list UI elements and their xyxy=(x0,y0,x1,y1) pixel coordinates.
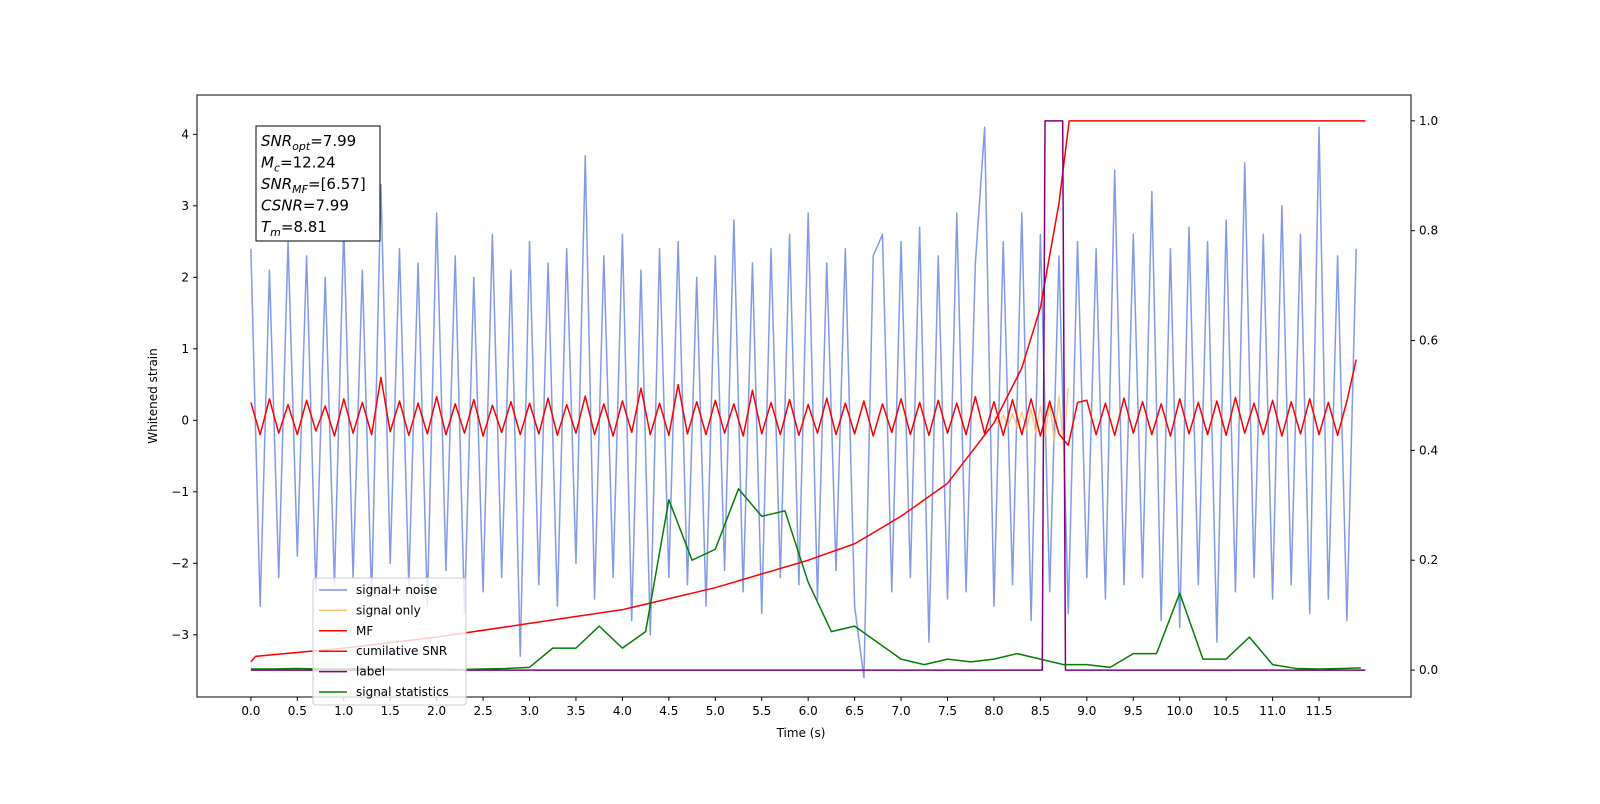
legend-label: signal statistics xyxy=(356,685,449,699)
legend-label: signal+ noise xyxy=(356,583,437,597)
annotation: CSNR=7.99 xyxy=(261,197,349,215)
x-tick-label: 4.0 xyxy=(613,704,632,718)
x-axis-label: Time (s) xyxy=(776,726,826,740)
y-tick-label: −3 xyxy=(171,628,189,642)
x-tick-label: 4.5 xyxy=(659,704,678,718)
legend-box xyxy=(312,577,467,706)
x-tick-label: 8.0 xyxy=(984,704,1003,718)
legend-label: MF xyxy=(356,624,373,638)
y-tick-label: −2 xyxy=(171,556,189,570)
axes-frame xyxy=(196,94,1412,698)
annotation-sub: m xyxy=(270,226,281,239)
annotation-sub: opt xyxy=(292,140,311,153)
y-tick-label: 1 xyxy=(181,342,189,356)
annotation: SNRMF=[6.57] xyxy=(261,175,366,196)
x-tick-label: 10.5 xyxy=(1213,704,1240,718)
annotation-sub: c xyxy=(274,162,280,175)
x-tick-label: 1.5 xyxy=(381,704,400,718)
annotation-rest: =[6.57] xyxy=(308,175,366,193)
annotation-main: CSNR xyxy=(261,197,303,215)
x-tick-label: 11.5 xyxy=(1306,704,1333,718)
x-tick-label: 0.5 xyxy=(288,704,307,718)
x-tick-label: 11.0 xyxy=(1259,704,1286,718)
annotation: Tm=8.81 xyxy=(261,218,327,239)
y2-tick-label: 0.2 xyxy=(1419,553,1438,567)
x-tick-label: 7.5 xyxy=(938,704,957,718)
x-tick-label: 5.5 xyxy=(752,704,771,718)
y-tick-label: −1 xyxy=(171,485,189,499)
y2-tick-label: 0.0 xyxy=(1419,663,1438,677)
series-line xyxy=(250,359,1357,447)
x-tick-label: 6.0 xyxy=(799,704,818,718)
x-tick-label: 3.5 xyxy=(566,704,585,718)
y-tick-label: 3 xyxy=(181,199,189,213)
x-tick-label: 8.5 xyxy=(1031,704,1050,718)
annotation-main: SNR xyxy=(261,175,292,193)
legend-label: cumilative SNR xyxy=(356,644,447,658)
legend-label: signal only xyxy=(356,603,421,617)
annotation-rest: =7.99 xyxy=(303,197,349,215)
x-tick-label: 2.0 xyxy=(427,704,446,718)
y2-tick-label: 1.0 xyxy=(1419,114,1438,128)
y2-tick-label: 0.8 xyxy=(1419,224,1438,238)
annotation: SNRopt=7.99 xyxy=(261,132,356,153)
x-tick-label: 5.0 xyxy=(706,704,725,718)
x-tick-label: 2.5 xyxy=(474,704,493,718)
series-line xyxy=(250,120,1366,671)
y2-tick-label: 0.4 xyxy=(1419,443,1438,457)
y-tick-label: 4 xyxy=(181,127,189,141)
annotation-rest: =7.99 xyxy=(310,132,356,150)
annotation-main: T xyxy=(261,218,272,236)
x-tick-label: 9.5 xyxy=(1124,704,1143,718)
y-tick-label: 0 xyxy=(181,413,189,427)
annotation-main: SNR xyxy=(261,132,292,150)
legend-label: label xyxy=(356,665,385,679)
annotation-box xyxy=(255,125,381,242)
annotation-rest: =8.81 xyxy=(281,218,327,236)
annotation-rest: =12.24 xyxy=(280,154,336,172)
x-tick-label: 7.0 xyxy=(892,704,911,718)
x-tick-label: 6.5 xyxy=(845,704,864,718)
annotation-main: M xyxy=(261,154,274,172)
y-axis-label: Whitened strain xyxy=(146,348,160,444)
y-tick-label: 2 xyxy=(181,270,189,284)
series-line xyxy=(250,126,1357,679)
x-tick-label: 10.0 xyxy=(1166,704,1193,718)
y2-tick-label: 0.6 xyxy=(1419,334,1438,348)
x-tick-label: 0.0 xyxy=(241,704,260,718)
x-tick-label: 9.0 xyxy=(1077,704,1096,718)
x-tick-label: 1.0 xyxy=(334,704,353,718)
x-tick-label: 3.0 xyxy=(520,704,539,718)
annotation-sub: MF xyxy=(292,183,308,196)
annotation: Mc=12.24 xyxy=(261,154,336,175)
